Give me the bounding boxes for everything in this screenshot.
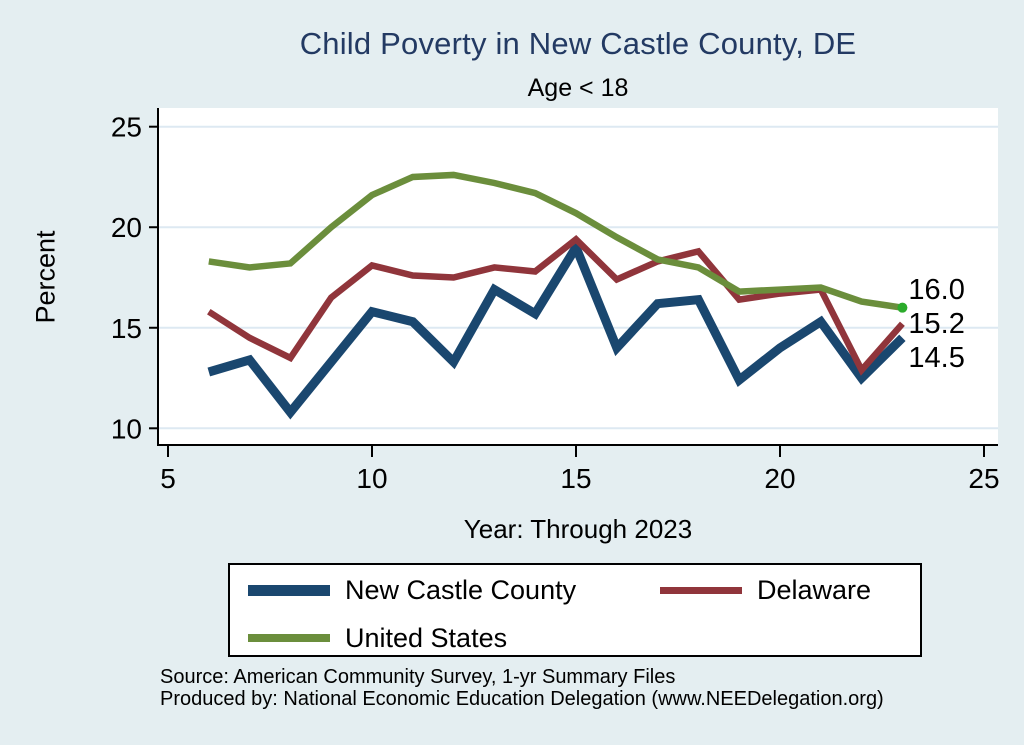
x-tick-label-10: 10: [356, 463, 387, 494]
x-tick-label-20: 20: [764, 463, 795, 494]
x-tick-label-15: 15: [560, 463, 591, 494]
plot-area: [158, 108, 998, 445]
legend-swatch-united-states: [248, 634, 330, 642]
x-tick-label-25: 25: [968, 463, 999, 494]
chart-subtitle: Age < 18: [527, 74, 629, 102]
x-tick-label-5: 5: [160, 463, 176, 494]
y-tick-label-25: 25: [111, 112, 142, 143]
end-value-label-15.2: 15.2: [908, 308, 964, 340]
end-value-label-16.0: 16.0: [908, 274, 964, 306]
footer-source-line: Source: American Community Survey, 1-yr …: [160, 666, 676, 688]
legend-label-new-castle-county: New Castle County: [345, 575, 577, 605]
x-axis-title: Year: Through 2023: [463, 514, 693, 544]
end-value-label-14.5: 14.5: [908, 342, 964, 374]
series-line-new-castle-county: [207, 237, 906, 420]
chart-footer: Source: American Community Survey, 1-yr …: [160, 666, 1000, 710]
chart-title: Child Poverty in New Castle County, DE: [299, 26, 857, 61]
series-line-delaware: [207, 234, 905, 376]
series-end-marker-united-states: [897, 302, 908, 313]
line-chart-plot: 10 15 20 25 5 10 15 20 25 16.015.214.5: [111, 108, 1000, 494]
legend-label-united-states: United States: [345, 623, 508, 653]
legend-swatch-delaware: [660, 587, 742, 594]
footer-produced-line: Produced by: National Economic Education…: [160, 688, 884, 710]
legend-swatch-new-castle-county: [248, 585, 330, 596]
y-tick-label-10: 10: [111, 413, 142, 444]
legend-label-delaware: Delaware: [757, 575, 872, 605]
y-tick-label-15: 15: [111, 313, 142, 344]
legend: New Castle County Delaware United States: [228, 563, 922, 657]
series-line-united-states: [208, 171, 903, 311]
y-tick-label-20: 20: [111, 212, 142, 243]
